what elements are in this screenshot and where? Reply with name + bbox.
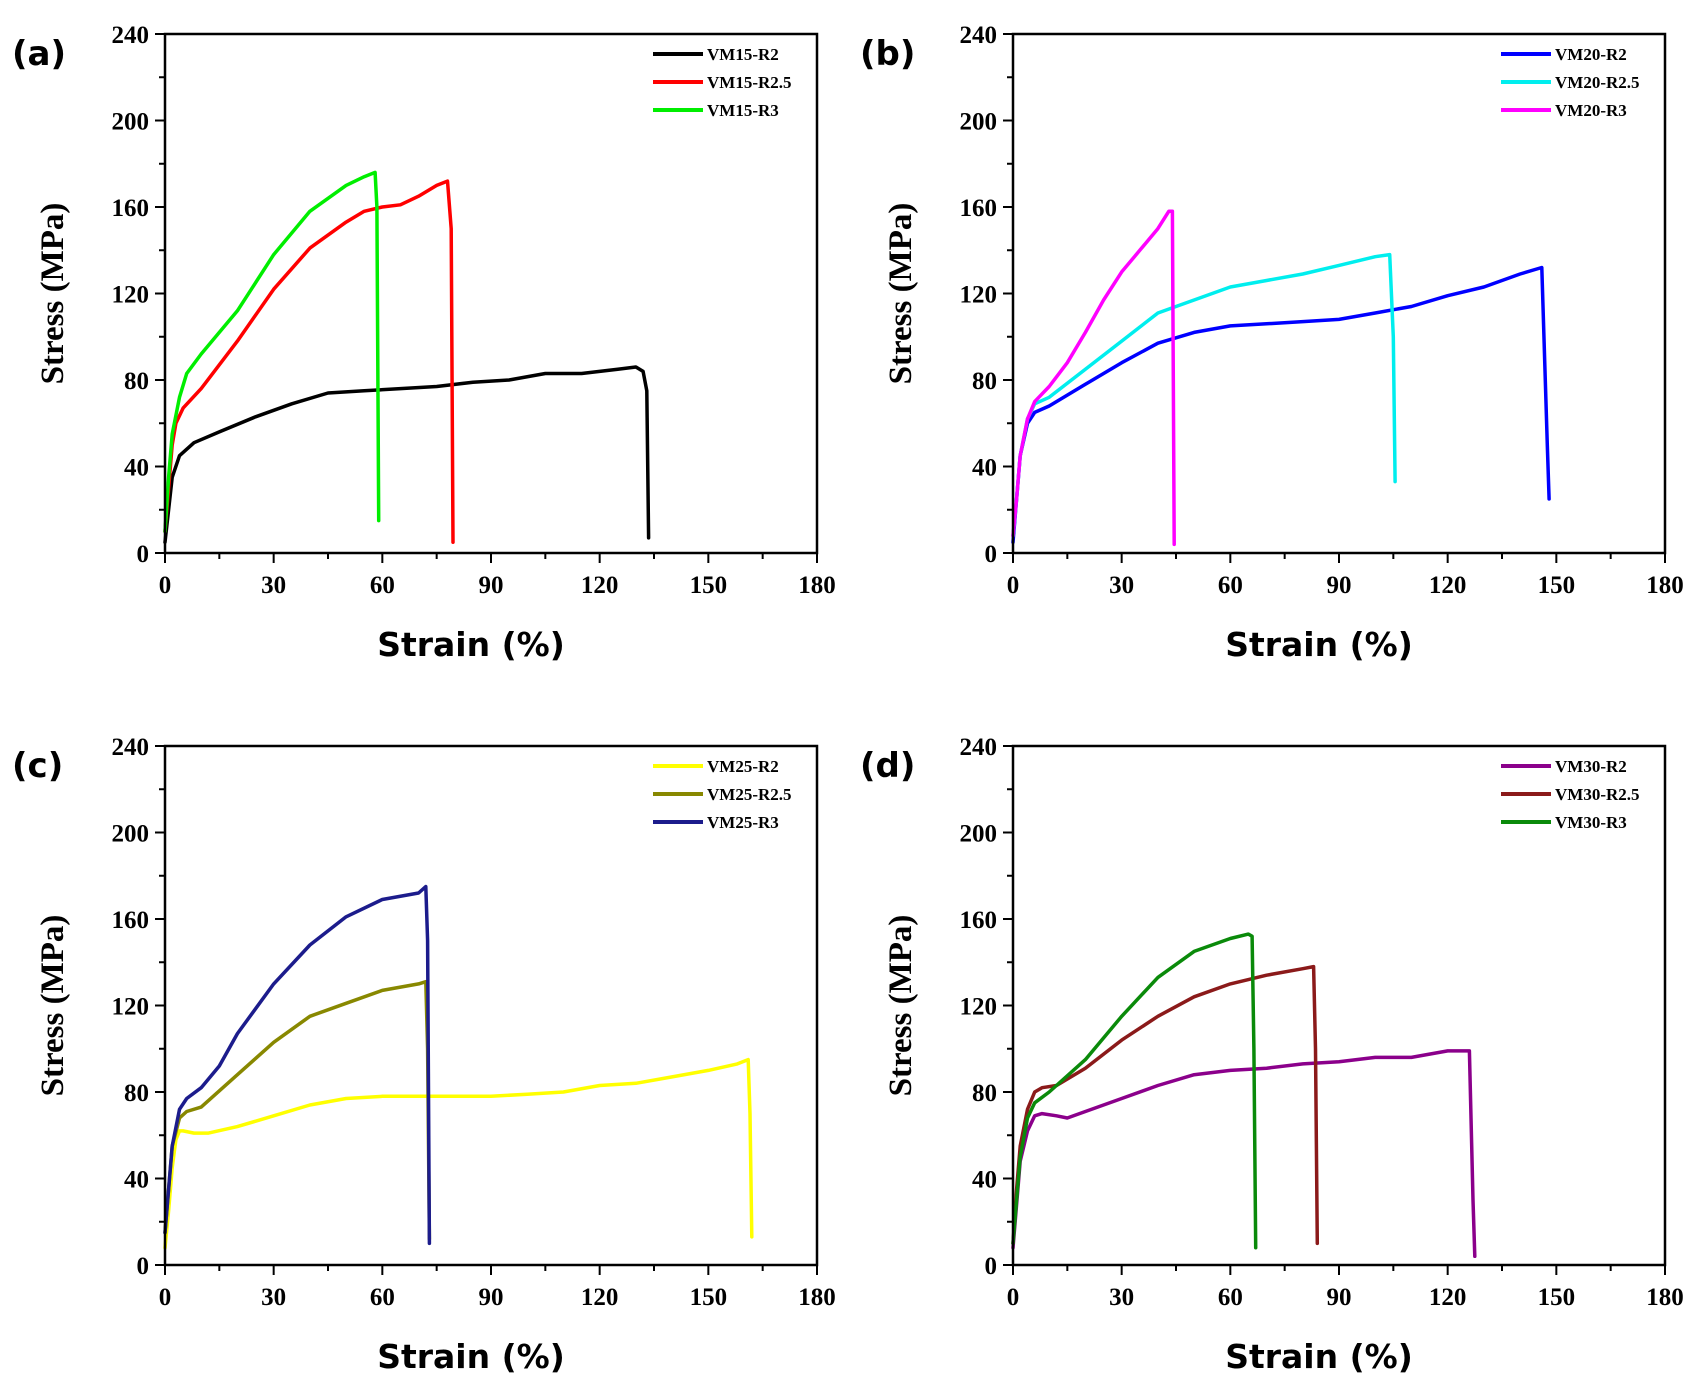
x-tick-label: 180 xyxy=(798,572,836,599)
y-tick-label: 0 xyxy=(985,1253,998,1280)
x-axis-title: Strain (%) xyxy=(1225,625,1413,664)
legend-entry: VM30-R2.5 xyxy=(1555,785,1640,804)
x-tick-label: 150 xyxy=(690,572,728,599)
x-tick-label: 30 xyxy=(261,572,286,599)
y-tick-label: 80 xyxy=(124,368,149,395)
y-tick-label: 240 xyxy=(112,22,150,49)
panel-label: (d) xyxy=(860,746,915,786)
y-tick-label: 200 xyxy=(960,821,998,848)
y-tick-label: 120 xyxy=(112,282,150,309)
x-tick-label: 60 xyxy=(1218,1284,1243,1311)
x-tick-label: 0 xyxy=(1007,1284,1020,1311)
panel-label: (c) xyxy=(12,746,63,786)
legend-entry: VM20-R2.5 xyxy=(1555,73,1640,92)
x-tick-label: 180 xyxy=(1646,1284,1684,1311)
legend-entry: VM15-R2 xyxy=(707,45,779,64)
x-tick-label: 90 xyxy=(479,572,504,599)
y-tick-label: 80 xyxy=(124,1080,149,1107)
legend-entry: VM30-R3 xyxy=(1555,813,1627,832)
chart-panel-1: (b) 0 30 60 90 120 150 180 0 40 80 120 160 200 240 Stra… xyxy=(860,22,1684,664)
x-tick-label: 120 xyxy=(1429,1284,1467,1311)
y-axis-title: Stress (MPa) xyxy=(883,203,919,385)
y-tick-label: 200 xyxy=(112,821,150,848)
y-tick-label: 40 xyxy=(972,1167,997,1194)
y-tick-label: 160 xyxy=(112,195,150,222)
y-tick-label: 120 xyxy=(960,282,998,309)
x-tick-label: 90 xyxy=(1327,1284,1352,1311)
x-tick-label: 30 xyxy=(1109,1284,1134,1311)
panel-label: (a) xyxy=(12,34,66,74)
y-axis-title: Stress (MPa) xyxy=(35,203,71,385)
y-tick-label: 40 xyxy=(972,455,997,482)
series-line-vm15-r2-5 xyxy=(163,179,455,544)
x-tick-label: 60 xyxy=(370,1284,395,1311)
series-line-vm15-r3 xyxy=(163,170,381,534)
legend-entry: VM25-R3 xyxy=(707,813,779,832)
panel-label: (b) xyxy=(860,34,915,74)
y-tick-label: 0 xyxy=(137,541,150,568)
y-tick-label: 120 xyxy=(960,994,998,1021)
y-tick-label: 0 xyxy=(985,541,998,568)
y-tick-label: 160 xyxy=(112,907,150,934)
series-line-vm30-r3 xyxy=(1011,932,1258,1250)
series-line-vm15-r2 xyxy=(163,365,651,544)
x-tick-label: 120 xyxy=(1429,572,1467,599)
legend-entry: VM15-R3 xyxy=(707,101,779,120)
x-axis-title: Strain (%) xyxy=(377,1337,565,1376)
x-tick-label: 0 xyxy=(159,1284,172,1311)
x-tick-label: 0 xyxy=(1007,572,1020,599)
y-axis-title: Stress (MPa) xyxy=(883,915,919,1097)
legend-entry: VM30-R2 xyxy=(1555,757,1627,776)
x-axis-title: Strain (%) xyxy=(1225,1337,1413,1376)
y-tick-label: 160 xyxy=(960,907,998,934)
chart-panel-2: (c) 0 30 60 90 120 150 180 0 40 80 120 160 200 240 Stra… xyxy=(12,734,836,1376)
series-line-vm25-r2 xyxy=(163,1057,754,1250)
x-axis-title: Strain (%) xyxy=(377,625,565,664)
y-tick-label: 240 xyxy=(112,734,150,761)
y-tick-label: 200 xyxy=(960,109,998,136)
series-line-vm20-r3 xyxy=(1011,209,1176,547)
x-tick-label: 60 xyxy=(370,572,395,599)
legend-entry: VM25-R2.5 xyxy=(707,785,792,804)
y-tick-label: 200 xyxy=(112,109,150,136)
x-tick-label: 30 xyxy=(261,1284,286,1311)
y-tick-label: 240 xyxy=(960,734,998,761)
legend-entry: VM25-R2 xyxy=(707,757,779,776)
x-tick-label: 150 xyxy=(690,1284,728,1311)
chart-panel-0: (a) 0 30 60 90 120 150 180 0 40 80 120 160 200 240 Stra… xyxy=(12,22,836,664)
x-tick-label: 150 xyxy=(1538,572,1576,599)
plot-frame xyxy=(163,32,819,555)
y-tick-label: 40 xyxy=(124,455,149,482)
x-tick-label: 120 xyxy=(581,572,619,599)
series-line-vm25-r3 xyxy=(163,884,432,1246)
plot-frame xyxy=(163,744,819,1267)
plot-frame xyxy=(1011,744,1667,1267)
y-tick-label: 40 xyxy=(124,1167,149,1194)
legend-entry: VM20-R2 xyxy=(1555,45,1627,64)
x-tick-label: 30 xyxy=(1109,572,1134,599)
x-tick-label: 180 xyxy=(798,1284,836,1311)
y-tick-label: 0 xyxy=(137,1253,150,1280)
y-tick-label: 120 xyxy=(112,994,150,1021)
chart-panel-3: (d) 0 30 60 90 120 150 180 0 40 80 120 160 200 240 Stra… xyxy=(860,734,1684,1376)
series-line-vm20-r2 xyxy=(1011,265,1551,544)
y-tick-label: 160 xyxy=(960,195,998,222)
legend-entry: VM15-R2.5 xyxy=(707,73,792,92)
x-tick-label: 90 xyxy=(1327,572,1352,599)
y-axis-title: Stress (MPa) xyxy=(35,915,71,1097)
y-tick-label: 80 xyxy=(972,1080,997,1107)
y-tick-label: 80 xyxy=(972,368,997,395)
x-tick-label: 150 xyxy=(1538,1284,1576,1311)
plot-frame xyxy=(1011,32,1667,555)
x-tick-label: 180 xyxy=(1646,572,1684,599)
y-tick-label: 240 xyxy=(960,22,998,49)
x-tick-label: 0 xyxy=(159,572,172,599)
series-line-vm30-r2-5 xyxy=(1011,964,1320,1246)
series-line-vm30-r2 xyxy=(1011,1049,1477,1259)
x-tick-label: 90 xyxy=(479,1284,504,1311)
x-tick-label: 120 xyxy=(581,1284,619,1311)
x-tick-label: 60 xyxy=(1218,572,1243,599)
legend-entry: VM20-R3 xyxy=(1555,101,1627,120)
